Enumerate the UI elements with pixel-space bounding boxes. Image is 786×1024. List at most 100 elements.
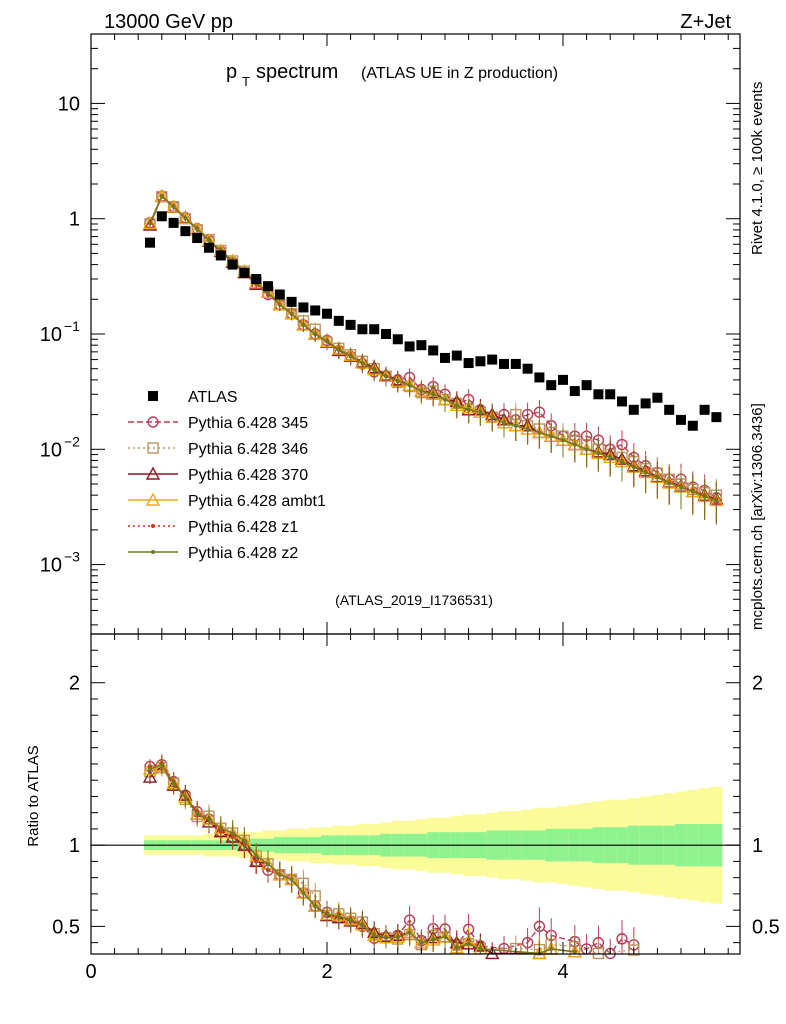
ratio-point — [360, 922, 365, 927]
data-point — [617, 396, 627, 407]
data-point — [416, 340, 427, 351]
series-point — [655, 475, 660, 480]
data-point — [711, 412, 722, 423]
side-label-rivet: Rivet 4.1.0, ≥ 100k events — [749, 82, 766, 255]
analysis-id: (ATLAS_2019_I1736531) — [335, 592, 493, 608]
data-point — [451, 350, 462, 361]
ratio-point — [616, 933, 628, 945]
data-point — [369, 324, 380, 335]
series-point — [513, 423, 518, 428]
data-point — [558, 374, 568, 385]
ratio-point — [521, 936, 534, 949]
series-point — [490, 415, 495, 420]
series-point — [266, 290, 270, 295]
legend-marker-atlas — [148, 391, 158, 401]
ratio-point — [485, 945, 500, 960]
series-point — [502, 420, 506, 425]
series-point — [301, 322, 306, 327]
series-point — [384, 374, 388, 379]
ratio-series-5 — [148, 755, 577, 956]
series-point — [478, 410, 483, 415]
ratio-point — [171, 781, 176, 786]
ratio-point — [549, 946, 554, 951]
data-point — [333, 315, 344, 326]
ratio-point — [195, 812, 200, 817]
data-point — [652, 392, 663, 403]
data-point — [522, 363, 533, 374]
data-point — [499, 358, 509, 369]
ratio-point — [431, 937, 436, 942]
series-point — [289, 311, 294, 316]
ratio-point — [230, 830, 235, 835]
series-point — [561, 438, 565, 443]
ratio-point — [183, 795, 188, 800]
legend-label: Pythia 6.428 345 — [188, 415, 308, 432]
data-point — [463, 358, 474, 369]
ratio-point — [628, 944, 640, 956]
ratio-point — [266, 861, 270, 866]
ratio-point — [395, 935, 400, 940]
data-point — [286, 296, 297, 307]
x-tick-label: 2 — [321, 961, 332, 983]
y-tick-label: 10 — [40, 439, 62, 461]
ratio-tick-label: 0.5 — [52, 916, 80, 938]
series-point — [148, 221, 152, 226]
data-point — [227, 259, 238, 270]
data-point — [510, 358, 521, 369]
series-point — [360, 361, 365, 366]
series-point — [679, 485, 683, 490]
ratio-point — [348, 917, 353, 922]
legend: ATLAS Pythia 6.428 345 Pythia 6.428 346 Pyt… — [128, 389, 326, 562]
data-point — [475, 356, 486, 367]
ratio-point — [301, 890, 306, 895]
series-point — [454, 403, 459, 408]
ratio-point — [242, 838, 247, 843]
series-point — [171, 204, 176, 209]
series-point — [154, 188, 169, 203]
ratio-series-line — [149, 763, 575, 955]
data-point — [581, 380, 592, 391]
title-p: p — [226, 61, 237, 83]
data-point — [605, 389, 616, 400]
series-point — [584, 447, 589, 452]
y-tick-exponent: −1 — [64, 318, 80, 334]
series-point — [395, 379, 400, 384]
ratio-point — [384, 935, 388, 940]
series-point — [549, 434, 554, 439]
data-point — [676, 414, 686, 425]
data-point — [274, 289, 285, 300]
series-point — [142, 215, 158, 230]
legend-marker — [145, 466, 161, 480]
main-plot-title: p T spectrum (ATLAS UE in Z production) — [226, 61, 558, 89]
data-point — [180, 226, 191, 237]
data-point — [381, 329, 391, 339]
series-point — [419, 389, 424, 394]
series-point — [166, 199, 181, 213]
series-point — [714, 498, 719, 503]
series-point — [348, 353, 353, 358]
header-left: 13000 GeV pp — [104, 11, 233, 33]
x-tick-label: 4 — [557, 961, 568, 983]
title-spectrum: spectrum — [256, 61, 338, 83]
ratio-point — [478, 946, 483, 951]
data-point — [298, 302, 309, 313]
series-point — [690, 489, 695, 494]
ratio-point — [325, 912, 329, 917]
series-point — [572, 442, 577, 447]
legend-label: Pythia 6.428 370 — [188, 467, 308, 484]
series-point — [643, 470, 648, 475]
data-point — [428, 345, 439, 356]
data-point — [687, 420, 698, 431]
data-point — [628, 404, 639, 415]
legend-marker — [145, 492, 161, 506]
data-point — [593, 389, 604, 400]
ratio-point — [218, 826, 223, 831]
y-tick-exponent: −3 — [64, 549, 80, 565]
series-point — [178, 210, 193, 224]
data-point — [699, 404, 710, 415]
title-sub: T — [242, 74, 250, 89]
ratio-point — [148, 767, 152, 772]
legend-marker — [147, 442, 159, 454]
header-right: Z+Jet — [680, 11, 731, 33]
